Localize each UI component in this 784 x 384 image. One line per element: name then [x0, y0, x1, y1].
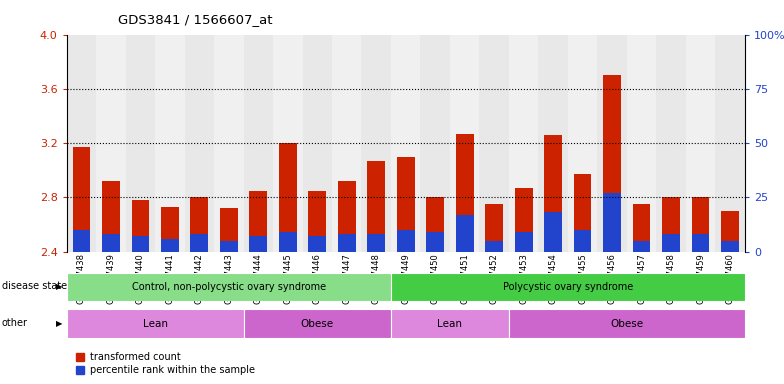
Bar — [279, 232, 296, 252]
Bar — [368, 234, 385, 252]
Bar — [125, 35, 155, 252]
Bar — [244, 35, 273, 252]
Bar — [184, 35, 214, 252]
Bar — [686, 35, 715, 252]
Bar — [191, 197, 209, 252]
Bar — [391, 273, 745, 301]
Text: disease state: disease state — [2, 281, 67, 291]
Bar — [279, 143, 296, 252]
Bar — [132, 236, 149, 252]
Bar — [214, 35, 244, 252]
Bar — [249, 236, 267, 252]
Bar — [161, 207, 179, 252]
Bar — [220, 241, 238, 252]
Bar — [132, 200, 149, 252]
Bar — [633, 204, 651, 252]
Bar — [721, 211, 739, 252]
Bar — [515, 232, 532, 252]
Bar — [96, 35, 125, 252]
Bar — [102, 181, 120, 252]
Text: Lean: Lean — [437, 318, 463, 329]
Bar — [303, 35, 332, 252]
Bar — [397, 157, 415, 252]
Bar — [338, 181, 356, 252]
Text: Control, non-polycystic ovary syndrome: Control, non-polycystic ovary syndrome — [132, 282, 326, 292]
Bar — [715, 35, 745, 252]
Bar — [662, 197, 680, 252]
Bar — [102, 234, 120, 252]
Bar — [662, 234, 680, 252]
Bar — [220, 208, 238, 252]
Text: ▶: ▶ — [56, 282, 63, 291]
Bar — [249, 190, 267, 252]
Bar — [544, 212, 562, 252]
Text: Obese: Obese — [301, 318, 334, 329]
Bar — [332, 35, 361, 252]
Bar — [67, 35, 96, 252]
Bar — [67, 273, 391, 301]
Bar — [191, 234, 209, 252]
Bar — [603, 193, 621, 252]
Bar — [391, 35, 420, 252]
Bar — [515, 188, 532, 252]
Bar — [509, 309, 745, 338]
Bar — [480, 35, 509, 252]
Bar — [67, 309, 244, 338]
Bar — [397, 230, 415, 252]
Text: Polycystic ovary syndrome: Polycystic ovary syndrome — [503, 282, 633, 292]
Text: ▶: ▶ — [56, 319, 63, 328]
Text: GDS3841 / 1566607_at: GDS3841 / 1566607_at — [118, 13, 272, 26]
Bar — [161, 238, 179, 252]
Bar — [456, 134, 474, 252]
Bar — [308, 190, 326, 252]
Bar — [244, 309, 391, 338]
Bar — [426, 197, 444, 252]
Bar — [721, 241, 739, 252]
Bar — [691, 234, 710, 252]
Bar — [509, 35, 539, 252]
Bar — [485, 204, 503, 252]
Bar — [456, 215, 474, 252]
Bar — [656, 35, 686, 252]
Legend: transformed count, percentile rank within the sample: transformed count, percentile rank withi… — [71, 348, 259, 379]
Bar — [633, 241, 651, 252]
Bar — [273, 35, 303, 252]
Bar — [308, 236, 326, 252]
Bar — [368, 161, 385, 252]
Bar — [73, 147, 90, 252]
Bar — [574, 230, 591, 252]
Bar — [420, 35, 450, 252]
Bar — [603, 75, 621, 252]
Bar — [597, 35, 627, 252]
Bar — [568, 35, 597, 252]
Bar — [627, 35, 656, 252]
Bar — [539, 35, 568, 252]
Bar — [544, 135, 562, 252]
Bar — [361, 35, 391, 252]
Bar — [485, 241, 503, 252]
Text: Lean: Lean — [143, 318, 168, 329]
Bar — [691, 197, 710, 252]
Bar — [574, 174, 591, 252]
Bar — [450, 35, 480, 252]
Bar — [391, 309, 509, 338]
Text: other: other — [2, 318, 27, 328]
Bar — [155, 35, 184, 252]
Text: Obese: Obese — [610, 318, 644, 329]
Bar — [73, 230, 90, 252]
Bar — [338, 234, 356, 252]
Bar — [426, 232, 444, 252]
